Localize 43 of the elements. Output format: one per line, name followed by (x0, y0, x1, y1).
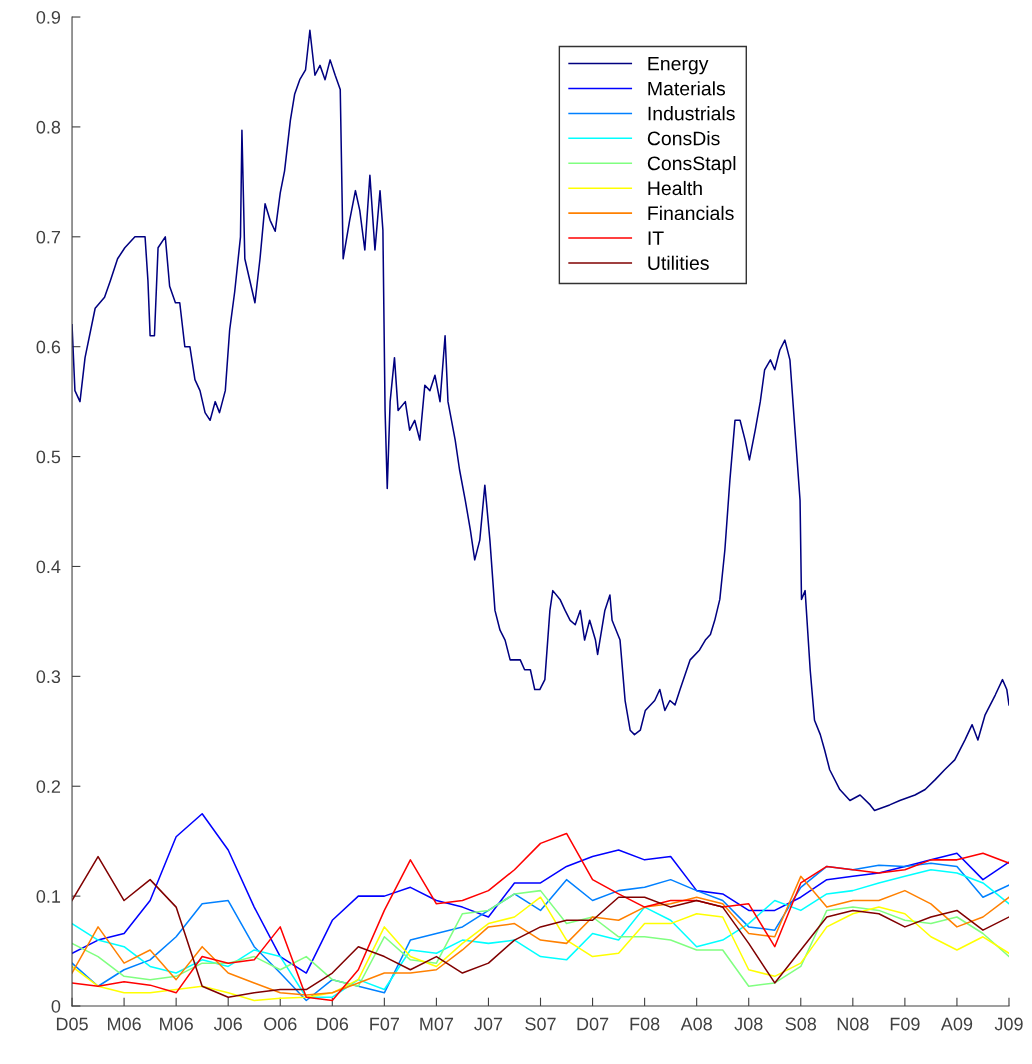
x-tick-label: S08 (785, 1017, 817, 1031)
x-tick-label: M06 (108, 1017, 141, 1031)
line-series (72, 832, 1009, 1002)
x-tick-label: A09 (940, 1017, 973, 1031)
x-tick-label: J08 (734, 1017, 763, 1031)
x-tick-label: O06 (264, 1017, 297, 1031)
y-tick-label: 0.3 (36, 670, 61, 684)
x-tick-label: D05 (56, 1017, 88, 1031)
x-tick-label: J07 (474, 1017, 503, 1031)
x-tick-label: A08 (680, 1017, 712, 1031)
legend-label: ConsStapl (647, 155, 736, 175)
legend-label: Utilities (648, 255, 709, 270)
y-tick-label: 0 (51, 999, 61, 1013)
legend-label: Financials (648, 205, 734, 221)
y-tick-label: 0.8 (36, 120, 61, 134)
line-series (72, 889, 1009, 987)
line-series (72, 896, 1009, 1002)
x-tick-label: M06 (160, 1017, 193, 1031)
x-tick-label: J06 (213, 1017, 242, 1031)
legend-label: IT (648, 231, 664, 245)
x-tick-label: S07 (525, 1017, 556, 1031)
legend-label: ConsDis (647, 131, 720, 146)
x-tick-label: F09 (890, 1017, 920, 1031)
x-tick-label: N08 (837, 1017, 869, 1031)
y-tick-label: 0.4 (36, 560, 61, 574)
y-tick-label: 0.5 (36, 450, 61, 464)
y-tick-label: 0.1 (36, 890, 61, 903)
y-tick-label: 0.9 (36, 10, 61, 24)
legend-label: Industrials (648, 106, 735, 121)
legend-label: Health (648, 180, 702, 196)
x-tick-label: F07 (370, 1017, 399, 1031)
x-tick-label: D07 (577, 1017, 609, 1031)
x-tick-label: F08 (630, 1017, 660, 1031)
line-series (72, 29, 1009, 812)
x-tick-label: D06 (317, 1017, 349, 1031)
x-tick-label: M07 (420, 1017, 454, 1031)
line-series (72, 812, 1009, 974)
y-tick-label: 0.6 (36, 340, 61, 354)
legend-label: Materials (648, 81, 726, 96)
x-tick-label: J09 (994, 1017, 1023, 1031)
y-tick-label: 0.7 (36, 230, 61, 244)
legend-label: Energy (648, 56, 709, 75)
y-tick-label: 0.2 (36, 780, 61, 793)
